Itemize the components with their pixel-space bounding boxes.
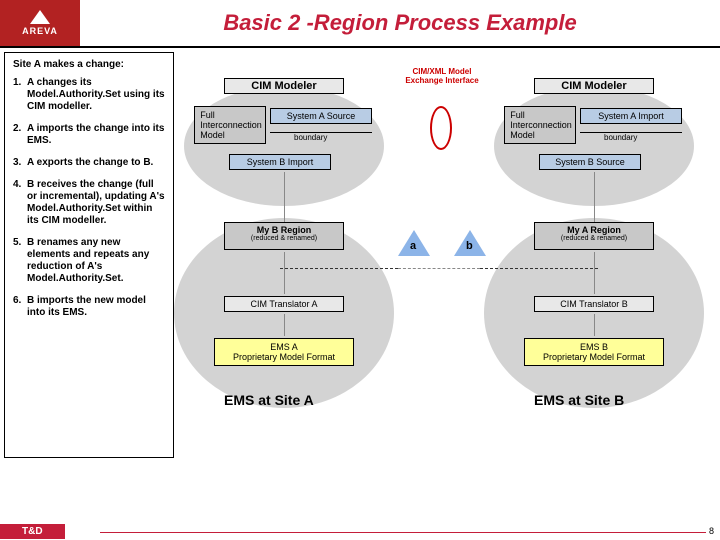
left-vline3 xyxy=(284,314,285,336)
right-system-b-source: System B Source xyxy=(539,154,641,170)
right-ems-box: EMS B Proprietary Model Format xyxy=(524,338,664,366)
dash-1 xyxy=(280,268,398,269)
left-vline2 xyxy=(284,252,285,294)
right-vline3 xyxy=(594,314,595,336)
step-num: 1. xyxy=(13,77,27,113)
marker-b: b xyxy=(454,230,486,256)
diagram-area: CIM/XML Model Exchange Interface CIM Mod… xyxy=(174,48,720,458)
step-text: B receives the change (full or increment… xyxy=(27,179,165,227)
right-site-label: EMS at Site B xyxy=(534,392,624,408)
logo-triangle-icon xyxy=(30,10,50,24)
content: Site A makes a change: 1.A changes its M… xyxy=(0,48,720,458)
step-text: B renames any new elements and repeats a… xyxy=(27,237,165,285)
left-system-b-import: System B Import xyxy=(229,154,331,170)
step-text: A imports the change into its EMS. xyxy=(27,123,165,147)
page-number: 8 xyxy=(709,526,714,536)
dash-3 xyxy=(398,268,480,269)
footer-brand: T&D xyxy=(0,524,65,539)
red-interface-ellipse xyxy=(430,106,452,150)
left-full-model: Full Interconnection Model xyxy=(194,106,266,144)
header: AREVA Basic 2 -Region Process Example xyxy=(0,0,720,48)
step-num: 2. xyxy=(13,123,27,147)
left-boundary-label: boundary xyxy=(294,134,327,143)
right-vline xyxy=(594,172,595,222)
steps-title: Site A makes a change: xyxy=(13,59,165,71)
left-site-label: EMS at Site A xyxy=(224,392,314,408)
step-num: 5. xyxy=(13,237,27,285)
step-text: A exports the change to B. xyxy=(27,157,165,169)
step-item: 2.A imports the change into its EMS. xyxy=(13,123,165,147)
left-ems-box: EMS A Proprietary Model Format xyxy=(214,338,354,366)
right-full-model: Full Interconnection Model xyxy=(504,106,576,144)
marker-a: a xyxy=(398,230,430,256)
logo-text: AREVA xyxy=(22,26,58,36)
step-text: A changes its Model.Authority.Set using … xyxy=(27,77,165,113)
step-item: 5.B renames any new elements and repeats… xyxy=(13,237,165,285)
areva-logo: AREVA xyxy=(0,0,80,46)
right-system-a-import: System A Import xyxy=(580,108,682,124)
right-cim-modeler: CIM Modeler xyxy=(534,78,654,94)
left-cim-modeler: CIM Modeler xyxy=(224,78,344,94)
step-item: 3.A exports the change to B. xyxy=(13,157,165,169)
step-item: 6.B imports the new model into its EMS. xyxy=(13,295,165,319)
interface-label: CIM/XML Model Exchange Interface xyxy=(398,68,486,86)
footer-line xyxy=(100,532,706,533)
left-system-a-source: System A Source xyxy=(270,108,372,124)
slide-title: Basic 2 -Region Process Example xyxy=(80,0,720,46)
step-num: 4. xyxy=(13,179,27,227)
steps-panel: Site A makes a change: 1.A changes its M… xyxy=(4,52,174,458)
right-region: My A Region (reduced & renamed) xyxy=(534,222,654,250)
step-num: 6. xyxy=(13,295,27,319)
left-translator: CIM Translator A xyxy=(224,296,344,312)
footer: T&D 8 xyxy=(0,524,720,540)
left-vline xyxy=(284,172,285,222)
right-translator: CIM Translator B xyxy=(534,296,654,312)
right-vline2 xyxy=(594,252,595,294)
step-num: 3. xyxy=(13,157,27,169)
step-item: 1.A changes its Model.Authority.Set usin… xyxy=(13,77,165,113)
right-boundary-label: boundary xyxy=(604,134,637,143)
step-item: 4.B receives the change (full or increme… xyxy=(13,179,165,227)
left-region: My B Region (reduced & renamed) xyxy=(224,222,344,250)
step-text: B imports the new model into its EMS. xyxy=(27,295,165,319)
dash-2 xyxy=(480,268,598,269)
